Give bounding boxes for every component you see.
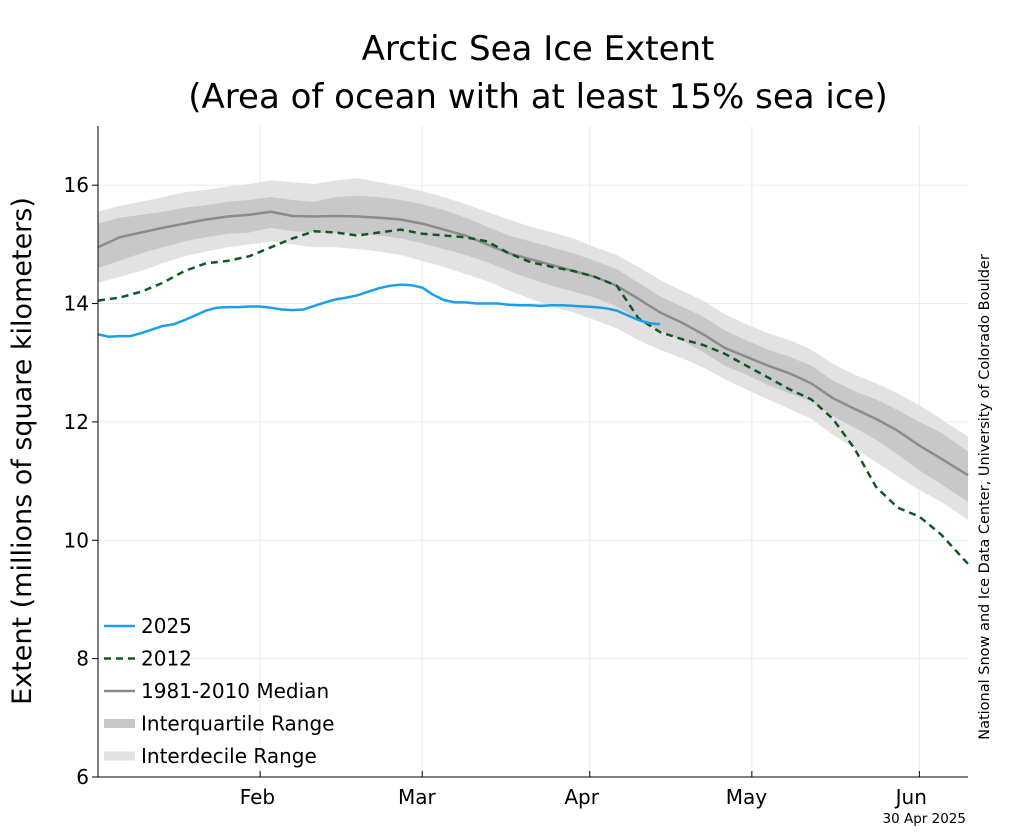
series-lines xyxy=(97,210,969,565)
legend-label-interdecile-range: Interdecile Range xyxy=(141,744,317,768)
legend-label-1981-2010-median: 1981-2010 Median xyxy=(141,679,329,703)
y-tick-label: 6 xyxy=(76,765,89,789)
chart-title-line-2: (Area of ocean with at least 15% sea ice… xyxy=(188,77,887,117)
series-2012-line xyxy=(97,228,969,565)
legend-label-2025: 2025 xyxy=(141,614,192,638)
credit-text: National Snow and Ice Data Center, Unive… xyxy=(977,254,993,740)
x-tick-label-mar: Mar xyxy=(398,785,437,809)
chart-title-line-1: Arctic Sea Ice Extent xyxy=(362,29,715,69)
x-tick-label-jun: Jun xyxy=(894,785,927,809)
interquartile-range-band xyxy=(98,195,968,502)
x-tick-label-feb: Feb xyxy=(240,785,275,809)
series-2025-line xyxy=(97,283,661,338)
y-tick-label: 10 xyxy=(64,528,89,552)
x-tick-label-may: May xyxy=(726,785,768,809)
y-ticks: 6 8 10 12 14 16 xyxy=(64,173,98,789)
date-stamp: 30 Apr 2025 xyxy=(883,811,966,827)
range-bands xyxy=(98,178,968,520)
y-tick-label: 12 xyxy=(64,410,89,434)
legend: 2025 2012 1981-2010 Median Interquartile Ra… xyxy=(104,614,334,768)
y-axis-label: Extent (millions of square kilometers) xyxy=(7,197,38,705)
y-tick-label: 8 xyxy=(76,647,89,671)
median-line xyxy=(97,210,969,477)
legend-label-2012: 2012 xyxy=(141,647,192,671)
chart-title: Arctic Sea Ice Extent (Area of ocean wit… xyxy=(188,29,887,117)
y-tick-label: 16 xyxy=(64,173,89,197)
x-tick-label-apr: Apr xyxy=(564,785,599,809)
x-ticks: Feb Mar Apr May Jun xyxy=(240,771,927,809)
y-tick-label: 14 xyxy=(64,292,89,316)
axes xyxy=(97,126,968,778)
legend-label-interquartile-range: Interquartile Range xyxy=(141,712,334,736)
